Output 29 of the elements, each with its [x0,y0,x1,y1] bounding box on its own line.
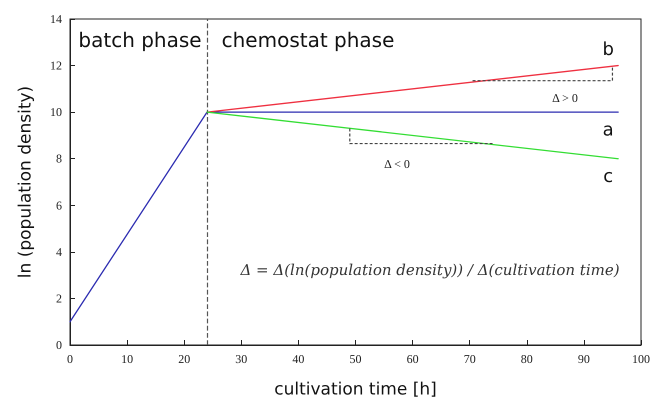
series-label: a [602,120,614,141]
x-tick-label: 90 [578,352,590,366]
x-axis-title: cultivation time [h] [274,380,437,400]
y-tick-label: 4 [56,244,62,259]
annotation: chemostat phase [222,28,394,52]
series-label: b [602,39,614,60]
annotation: Δ < 0 [384,157,410,171]
annotation: batch phase [78,28,202,52]
annotation: Δ > 0 [552,91,578,105]
x-tick-label: 50 [350,352,362,366]
y-tick-label: 2 [56,291,62,306]
series-label: c [603,166,614,188]
y-tick-label: 0 [56,338,62,352]
x-tick-label: 0 [67,352,73,366]
x-tick-label: 70 [464,352,476,366]
y-tick-label: 12 [50,58,62,73]
annotation: Δ = Δ(ln(population density)) / Δ(cultivation time) [239,261,620,279]
x-tick-label: 80 [520,352,533,366]
x-tick-label: 100 [632,352,650,366]
x-tick-label: 30 [235,352,248,366]
x-tick-label: 40 [292,352,304,366]
y-axis-title: ln (population density) [16,86,36,278]
x-tick-label: 20 [178,352,190,366]
y-tick-label: 6 [56,198,62,212]
y-tick-label: 14 [50,12,62,26]
y-tick-label: 8 [56,152,62,166]
x-tick-label: 60 [406,352,419,366]
x-tick-label: 10 [121,352,134,366]
y-tick-label: 10 [50,105,62,120]
